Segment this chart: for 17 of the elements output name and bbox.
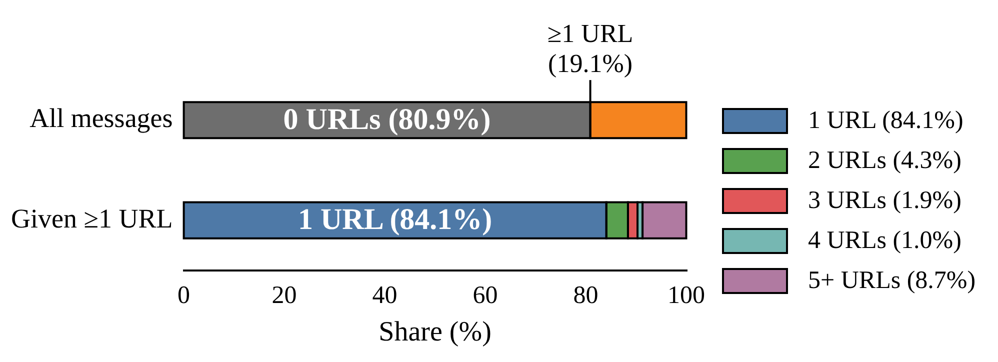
x-tick-label: 80 (573, 282, 598, 309)
x-tick-label: 20 (272, 282, 297, 309)
text: 1 URL (84.1%) (298, 203, 492, 236)
series-label: ≥1 URL (19.1%) (547, 18, 634, 78)
legend-label: 3 URLs (1.9%) (808, 187, 962, 215)
x-tick-label: 40 (372, 282, 398, 309)
x-tick-label: 100 (668, 282, 705, 309)
x-tick-label: 60 (472, 282, 498, 309)
x-axis-title: Share (%) (378, 316, 492, 348)
legend-label: 4 URLs (1.0%) (808, 227, 962, 255)
y-tick-label: Given ≥1 URL (10, 203, 173, 234)
y-tick-label: All messages (30, 103, 173, 134)
legend-label: 2 URLs (4.3%) (808, 147, 962, 175)
x-tick-label: 0 (178, 282, 190, 309)
series-label: 0 URLs (80.9%) (283, 102, 491, 136)
legend-label: 5+ URLs (8.7%) (808, 267, 976, 295)
legend-label: 1 URL (84.1%) (808, 107, 964, 135)
